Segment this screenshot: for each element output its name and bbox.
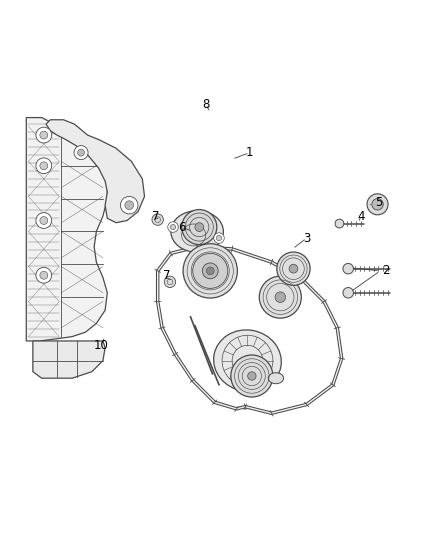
Circle shape bbox=[367, 194, 388, 215]
Text: 7: 7 bbox=[152, 209, 159, 223]
Circle shape bbox=[40, 162, 48, 169]
Ellipse shape bbox=[268, 373, 283, 384]
Text: 10: 10 bbox=[93, 339, 108, 352]
Text: 7: 7 bbox=[162, 269, 170, 282]
Circle shape bbox=[120, 197, 138, 214]
Circle shape bbox=[152, 214, 163, 225]
Circle shape bbox=[182, 209, 217, 245]
Circle shape bbox=[206, 267, 214, 275]
Circle shape bbox=[183, 244, 237, 298]
Circle shape bbox=[36, 158, 52, 174]
Ellipse shape bbox=[171, 211, 223, 252]
Circle shape bbox=[193, 253, 228, 288]
Polygon shape bbox=[26, 118, 107, 341]
Circle shape bbox=[40, 271, 48, 279]
Circle shape bbox=[168, 222, 178, 232]
Polygon shape bbox=[46, 120, 145, 223]
Circle shape bbox=[289, 264, 298, 273]
Circle shape bbox=[343, 263, 353, 274]
Circle shape bbox=[343, 287, 353, 298]
Circle shape bbox=[40, 216, 48, 224]
Text: 3: 3 bbox=[303, 231, 310, 245]
Circle shape bbox=[40, 131, 48, 139]
Text: 2: 2 bbox=[381, 264, 389, 277]
Text: 4: 4 bbox=[357, 209, 365, 223]
Circle shape bbox=[74, 146, 88, 159]
Circle shape bbox=[247, 372, 256, 380]
Text: 1: 1 bbox=[246, 146, 254, 159]
Circle shape bbox=[335, 219, 344, 228]
Circle shape bbox=[36, 268, 52, 283]
Circle shape bbox=[195, 223, 204, 231]
Circle shape bbox=[277, 252, 310, 285]
Circle shape bbox=[231, 355, 273, 397]
Circle shape bbox=[259, 276, 301, 318]
Circle shape bbox=[125, 201, 134, 209]
Ellipse shape bbox=[214, 330, 281, 391]
Circle shape bbox=[275, 292, 286, 302]
Circle shape bbox=[216, 236, 222, 241]
Circle shape bbox=[36, 127, 52, 143]
Text: 5: 5 bbox=[375, 197, 382, 209]
Polygon shape bbox=[33, 341, 105, 378]
Text: 8: 8 bbox=[202, 98, 209, 111]
Circle shape bbox=[78, 149, 85, 156]
Circle shape bbox=[214, 233, 224, 243]
Circle shape bbox=[170, 224, 176, 230]
Circle shape bbox=[372, 199, 383, 210]
Text: 6: 6 bbox=[178, 221, 186, 233]
Circle shape bbox=[36, 213, 52, 229]
Circle shape bbox=[164, 276, 176, 287]
Circle shape bbox=[202, 263, 218, 279]
